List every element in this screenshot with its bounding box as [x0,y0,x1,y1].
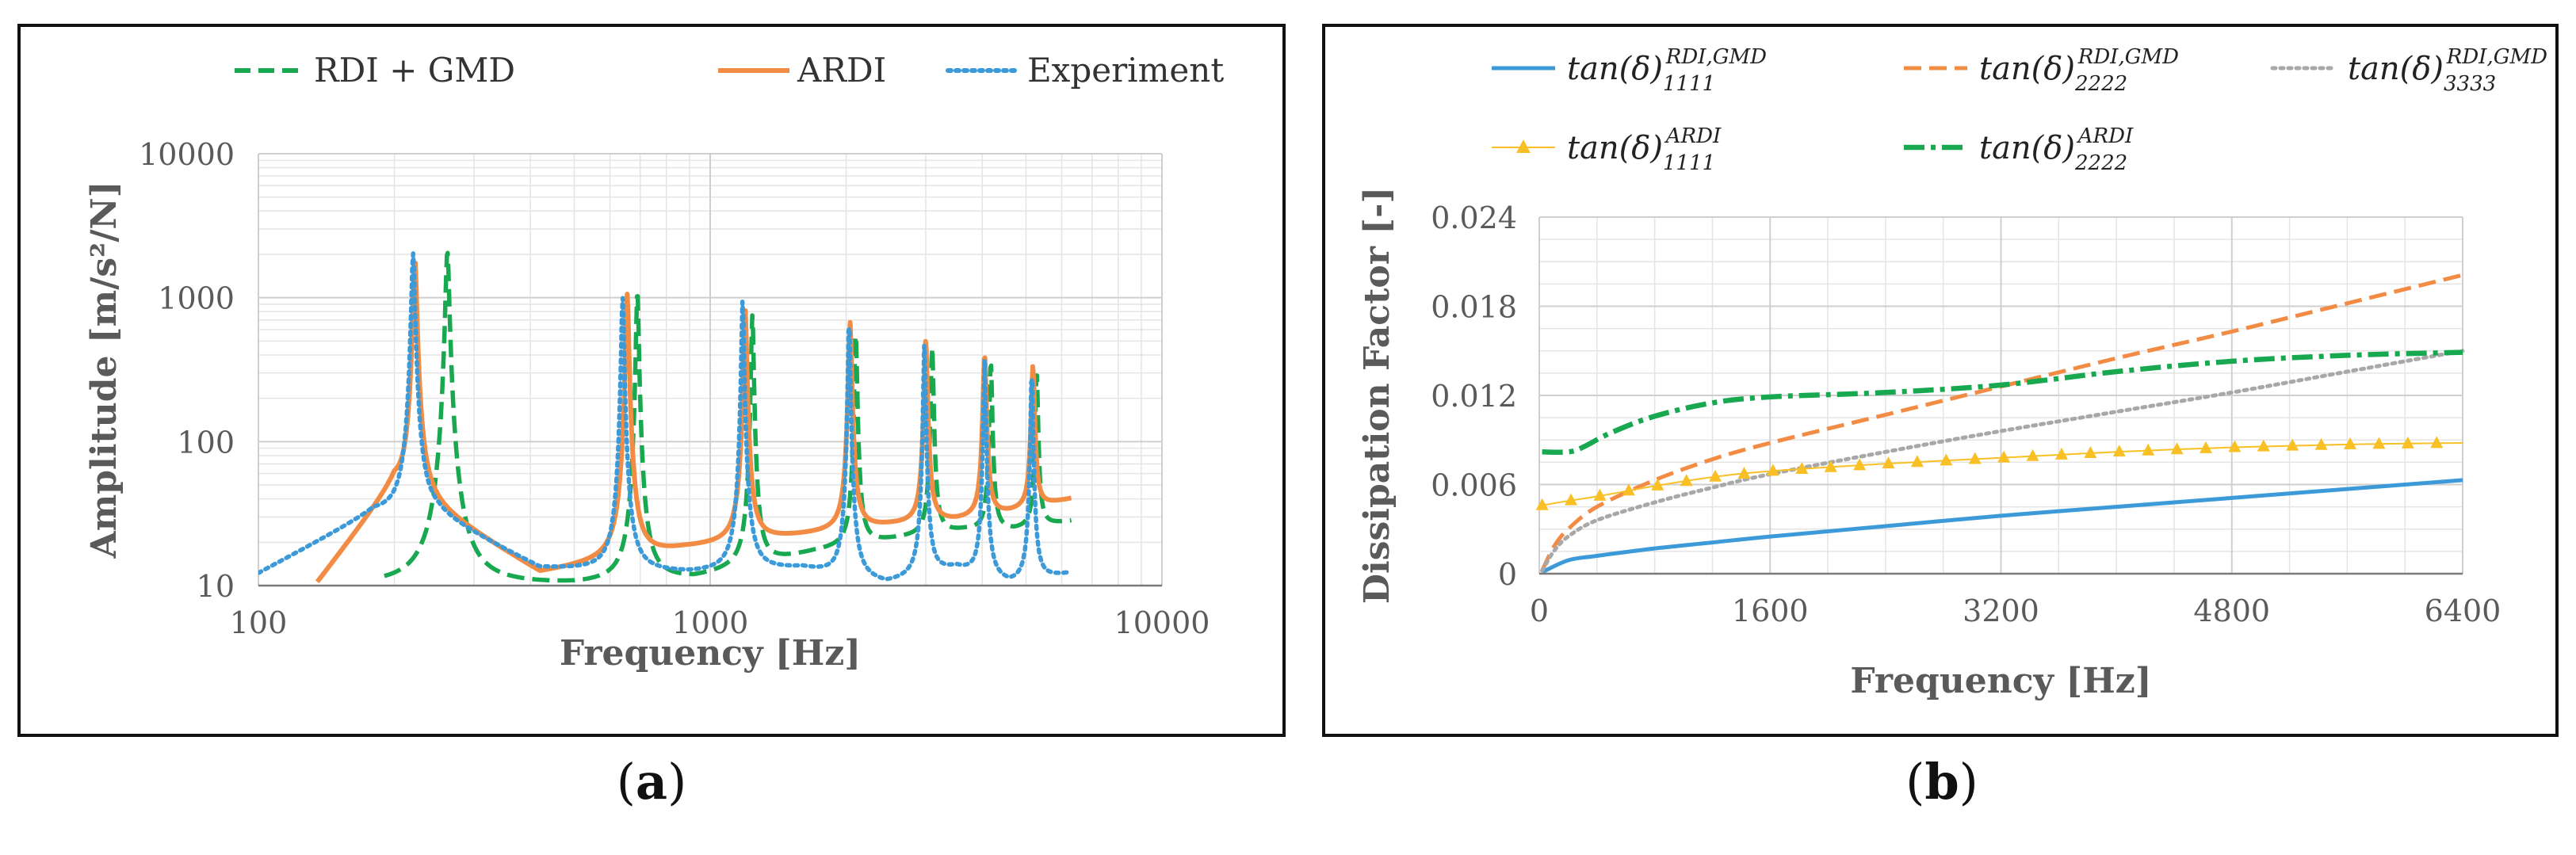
y-tick-label: 10 [197,569,235,604]
series-marker-4 [1709,469,1722,482]
legend-label-3: tan(δ)3333 RDI,GMD [2348,45,2547,96]
legend-label-base: tan(δ) [2348,51,2444,87]
panel-a-amplitude-chart: 100 1000 10000 10 100 1000 10000 Frequency [Hz]… [17,24,1286,737]
series-marker-4 [1882,456,1895,469]
series-marker-4 [1535,498,1549,510]
series-line-3 [1540,349,2465,573]
series-marker-4 [2257,439,2270,452]
legend-label-superscript: RDI,GMD [2446,45,2547,69]
series-marker-4 [2199,441,2212,453]
series-marker-4 [1940,453,1953,466]
series-marker-4 [1766,464,1779,476]
legend-label-subscript: 2222 [2074,72,2127,96]
legend-label-base: tan(δ) [1567,51,1663,87]
series-line-1 [383,250,1073,583]
series-marker-4 [2054,447,2068,460]
series-marker-4 [2286,438,2299,451]
y-tick-label: 0.024 [1431,200,1517,235]
series-line-5 [1542,349,2463,455]
series-marker-4 [1622,483,1635,496]
y-tick-label: 100 [177,425,235,460]
series-marker-4 [2026,448,2039,461]
legend-label-superscript: RDI,GMD [1665,45,1767,69]
series-marker-4 [2112,445,2126,457]
series-marker-4 [2170,442,2184,455]
series-marker-4 [2314,437,2328,450]
x-tick-label: 10000 [1114,605,1210,640]
legend-label-base: tan(δ) [1567,130,1663,166]
legend-label-2: tan(δ)2222 RDI,GMD [1979,45,2179,96]
series-marker-4 [1593,488,1607,501]
legend-label-base: tan(δ) [1979,130,2075,166]
legend-label-1: RDI + GMD [314,51,515,90]
series-marker-4 [1651,478,1664,490]
series-marker-4 [2430,436,2444,448]
series-marker-4 [2142,443,2155,456]
series-marker-4 [1910,455,1924,468]
series-marker-4 [1853,458,1867,471]
series-marker-4 [2084,445,2097,458]
subfigure-label-b: (b) [1905,753,1978,811]
y-tick-label: 0.006 [1431,468,1517,503]
x-tick-label: 1600 [1732,594,1809,628]
legend-label-1: tan(δ)1111 RDI,GMD [1567,45,1767,96]
subfigure-label-a: (a) [616,753,687,811]
series-marker-4 [2372,437,2386,449]
legend-label-5: tan(δ)2222 ARDI [1979,124,2134,175]
y-tick-label: 1000 [158,281,235,316]
series-marker-4 [1795,462,1809,475]
legend-marker-4 [1516,139,1531,153]
legend-label-4: tan(δ)1111 ARDI [1567,124,1722,175]
x-tick-label: 100 [230,605,288,640]
legend-label-superscript: ARDI [1664,124,1722,148]
legend-label-superscript: ARDI [2077,124,2134,148]
dissipation-chart-svg: 0 1600 3200 4800 6400 0 0.006 0.012 0.018 0.024 Fr… [1357,45,2547,701]
legend-label-subscript: 2222 [2074,151,2127,175]
legend-label-3: Experiment [1027,51,1224,90]
legend-label-2: ARDI [797,51,886,90]
x-tick-label: 3200 [1963,594,2039,628]
series-marker-4 [1680,474,1693,487]
y-tick-label: 0.012 [1431,379,1517,414]
series-line-1 [1541,478,2463,574]
series-marker-4 [2344,437,2357,449]
panel-b-dissipation-chart: 0 1600 3200 4800 6400 0 0.006 0.012 0.018 0.024 Fr… [1322,24,2559,737]
legend-label-subscript: 1111 [1663,72,1715,96]
x-axis-label: Frequency [Hz] [560,633,861,674]
x-axis-label: Frequency [Hz] [1850,661,2151,701]
series-line-3 [258,251,1071,582]
series-marker-4 [2401,436,2414,448]
series-line-2 [1540,273,2463,572]
y-axis-label: Dissipation Factor [-] [1357,187,1397,604]
y-tick-label: 0.018 [1431,290,1517,325]
series-marker-4 [1565,493,1578,506]
x-tick-label: 0 [1530,594,1549,628]
y-tick-label: 10000 [139,137,235,172]
x-tick-label: 4800 [2193,594,2270,628]
legend-label-subscript: 3333 [2444,72,2496,96]
y-tick-label: 0 [1498,557,1517,592]
series-marker-4 [2228,440,2242,452]
series-marker-4 [1824,460,1837,472]
legend-label-base: tan(δ) [1979,51,2075,87]
series-marker-4 [1968,452,1982,464]
y-axis-label: Amplitude [m/s²/N] [84,181,124,559]
series-line-2 [315,260,1073,584]
x-tick-label: 6400 [2425,594,2501,628]
series-marker-4 [1997,450,2011,463]
x-tick-label: 1000 [672,605,749,640]
series-line-4 [1542,442,2463,506]
legend-label-superscript: RDI,GMD [2077,45,2179,69]
series-marker-4 [1737,467,1751,479]
legend-label-subscript: 1111 [1663,151,1715,175]
